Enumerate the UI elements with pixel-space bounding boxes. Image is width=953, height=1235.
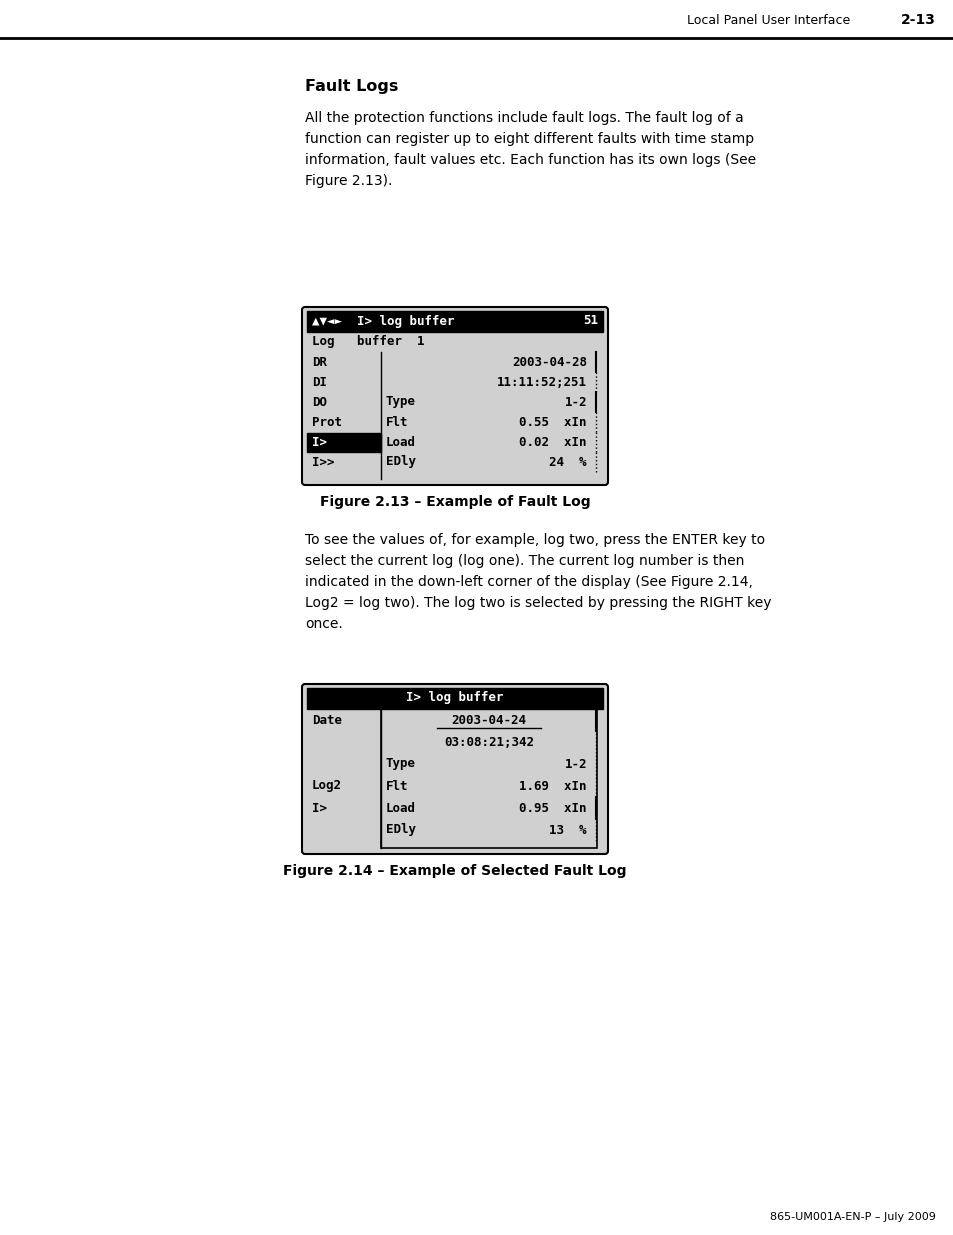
Text: 865-UM001A-EN-P – July 2009: 865-UM001A-EN-P – July 2009: [769, 1212, 935, 1221]
Text: Fault Logs: Fault Logs: [305, 79, 398, 94]
Text: DR: DR: [312, 356, 327, 368]
Text: Figure 2.14 – Example of Selected Fault Log: Figure 2.14 – Example of Selected Fault …: [283, 864, 626, 878]
Text: information, fault values etc. Each function has its own logs (See: information, fault values etc. Each func…: [305, 153, 756, 167]
Text: Log   buffer  1: Log buffer 1: [312, 336, 424, 348]
Text: Log2: Log2: [312, 779, 341, 793]
Text: ▲▼◄►  I> log buffer: ▲▼◄► I> log buffer: [312, 315, 454, 327]
Text: 0.95  xIn: 0.95 xIn: [519, 802, 586, 815]
Text: Load: Load: [386, 436, 416, 448]
Text: All the protection functions include fault logs. The fault log of a: All the protection functions include fau…: [305, 111, 743, 125]
Text: Log2 = log two). The log two is selected by pressing the RIGHT key: Log2 = log two). The log two is selected…: [305, 597, 771, 610]
Text: 1-2: 1-2: [564, 395, 586, 409]
Text: 51: 51: [582, 315, 598, 327]
Text: Type: Type: [386, 395, 416, 409]
Text: indicated in the down-left corner of the display (See Figure 2.14,: indicated in the down-left corner of the…: [305, 576, 752, 589]
Text: Figure 2.13).: Figure 2.13).: [305, 174, 392, 188]
Text: DO: DO: [312, 395, 327, 409]
Text: Local Panel User Interface: Local Panel User Interface: [686, 14, 849, 26]
Text: Figure 2.13 – Example of Fault Log: Figure 2.13 – Example of Fault Log: [319, 495, 590, 509]
Text: once.: once.: [305, 618, 342, 631]
Text: 1-2: 1-2: [564, 757, 586, 771]
Text: Type: Type: [386, 757, 416, 771]
Text: select the current log (log one). The current log number is then: select the current log (log one). The cu…: [305, 555, 743, 568]
Text: 1.69  xIn: 1.69 xIn: [519, 779, 586, 793]
Text: Load: Load: [386, 802, 416, 815]
Text: Flt: Flt: [386, 415, 408, 429]
Bar: [380, 709, 597, 848]
Bar: [307, 688, 602, 709]
Bar: [307, 433, 380, 452]
Text: 2-13: 2-13: [901, 14, 935, 27]
FancyBboxPatch shape: [302, 308, 607, 485]
Text: function can register up to eight different faults with time stamp: function can register up to eight differ…: [305, 132, 753, 146]
Text: DI: DI: [312, 375, 327, 389]
Text: I> log buffer: I> log buffer: [406, 692, 503, 704]
Text: 11:11:52;251: 11:11:52;251: [497, 375, 586, 389]
Text: 0.02  xIn: 0.02 xIn: [519, 436, 586, 448]
Text: 13  %: 13 %: [549, 824, 586, 836]
Text: I>>: I>>: [312, 456, 335, 468]
Text: 2003-04-28: 2003-04-28: [512, 356, 586, 368]
Text: To see the values of, for example, log two, press the ENTER key to: To see the values of, for example, log t…: [305, 534, 764, 547]
Text: Flt: Flt: [386, 779, 408, 793]
Text: 2003-04-24: 2003-04-24: [451, 714, 526, 726]
Text: I>: I>: [312, 436, 327, 448]
FancyBboxPatch shape: [302, 684, 607, 853]
Text: 03:08:21;342: 03:08:21;342: [443, 736, 534, 748]
Text: 0.55  xIn: 0.55 xIn: [519, 415, 586, 429]
Text: EDly: EDly: [386, 824, 416, 836]
Text: 24  %: 24 %: [549, 456, 586, 468]
Text: Prot: Prot: [312, 415, 341, 429]
Text: I>: I>: [312, 802, 327, 815]
Text: EDly: EDly: [386, 456, 416, 468]
Text: Date: Date: [312, 714, 341, 726]
Bar: [307, 311, 602, 332]
